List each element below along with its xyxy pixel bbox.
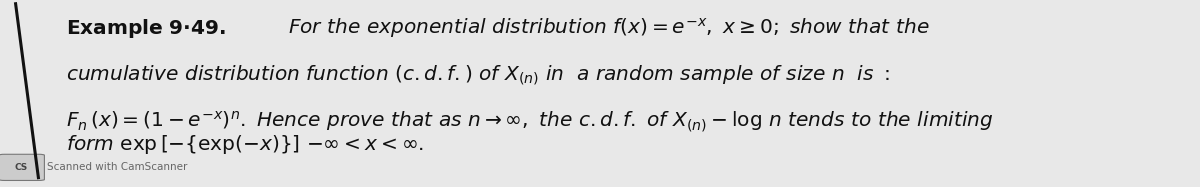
Text: $\mathit{For\ the\ exponential\ distribution}$ $f(x) = e^{-x}$$\mathit{,\ x \geq: $\mathit{For\ the\ exponential\ distribu… xyxy=(288,16,930,40)
Text: $\mathit{form}$ $\exp\left[-\{\exp(-x)\}\right]$ $-\infty < x < \infty.$: $\mathit{form}$ $\exp\left[-\{\exp(-x)\}… xyxy=(66,133,424,156)
Text: $\mathit{cumulative\ distribution\ function\ (c.d.f.)\ of}$ $X_{(n)}$$\mathit{\ : $\mathit{cumulative\ distribution\ funct… xyxy=(66,64,890,87)
Text: CS: CS xyxy=(14,163,29,172)
Text: $F_n\,(x) = (1 - e^{-x})^n$$\mathit{.\ Hence\ prove\ that\ as}$ $n \to \infty$$\: $F_n\,(x) = (1 - e^{-x})^n$$\mathit{.\ H… xyxy=(66,110,994,134)
Text: $\mathbf{Example\ 9{\cdot}49.}$: $\mathbf{Example\ 9{\cdot}49.}$ xyxy=(66,17,226,40)
Text: Scanned with CamScanner: Scanned with CamScanner xyxy=(47,162,187,172)
FancyBboxPatch shape xyxy=(0,154,44,180)
